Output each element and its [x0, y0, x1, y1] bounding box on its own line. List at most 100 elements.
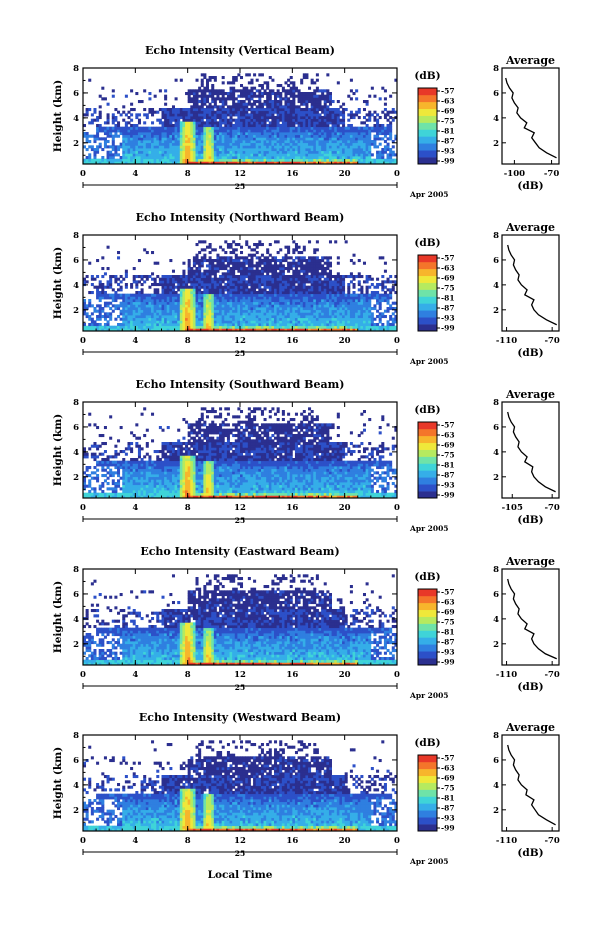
heatmap-cell [93, 150, 97, 154]
heatmap-cell [302, 264, 306, 268]
heatmap-cell [365, 137, 369, 141]
heatmap-cell [334, 291, 338, 295]
heatmap-cell [232, 81, 236, 85]
colorbar-tick-label: -69 [441, 107, 455, 116]
heatmap-cell [355, 97, 359, 101]
heatmap-cell [234, 264, 238, 268]
heatmap-cell [229, 304, 233, 308]
heatmap-cell [135, 134, 139, 138]
heatmap-cell [292, 315, 296, 319]
heatmap-cell [326, 285, 330, 289]
heatmap-cell [292, 325, 296, 329]
heatmap-cell [200, 261, 204, 265]
heatmap-cell [326, 156, 330, 160]
heatmap-cell [205, 304, 209, 308]
heatmap-cell [268, 301, 272, 305]
heatmap-cell [266, 81, 270, 85]
heatmap-cell [321, 126, 325, 130]
heatmap-cell [331, 116, 335, 120]
heatmap-cell [124, 301, 128, 305]
heatmap-cell [284, 129, 288, 133]
heatmap-cell [237, 256, 241, 260]
heatmap-cell [109, 145, 113, 149]
heatmap-cell [266, 156, 270, 160]
heatmap-cell [260, 259, 264, 263]
heatmap-cell [198, 148, 202, 152]
heatmap-cell [271, 142, 275, 146]
heatmap-cell [289, 277, 293, 281]
colorbar-tick-label: -63 [441, 97, 455, 106]
heatmap-cell [334, 113, 338, 117]
heatmap-cell [198, 100, 202, 104]
heatmap-cell [135, 296, 139, 300]
heatmap-cell [276, 118, 280, 122]
heatmap-cell [297, 92, 301, 96]
heatmap-cell [213, 158, 217, 162]
heatmap-cell [318, 320, 322, 324]
heatmap-cell [229, 148, 233, 152]
heatmap-cell [174, 317, 178, 321]
heatmap-cell [221, 277, 225, 281]
heatmap-cell [182, 315, 186, 319]
heatmap-cell [342, 110, 346, 114]
heatmap-cell [169, 156, 173, 160]
heatmap-cell [122, 142, 126, 146]
heatmap-cell [287, 285, 291, 289]
heatmap-cell [98, 129, 102, 133]
heatmap-cell [161, 121, 165, 125]
heatmap-cell [297, 132, 301, 136]
heatmap-cell [211, 291, 215, 295]
heatmap-cell [137, 304, 141, 308]
heatmap-cell [161, 304, 165, 308]
heatmap-cell [245, 94, 249, 98]
heatmap-cell [258, 94, 262, 98]
heatmap-cell [308, 309, 312, 313]
heatmap-cell [200, 307, 204, 311]
heatmap-cell [122, 118, 126, 122]
heatmap-cell [326, 296, 330, 300]
heatmap-cell [169, 293, 173, 297]
heatmap-cell [208, 92, 212, 96]
heatmap-cell [174, 277, 178, 281]
heatmap-cell [323, 124, 327, 128]
heatmap-cell [263, 323, 267, 327]
heatmap-cell [342, 283, 346, 287]
heatmap-cell [250, 137, 254, 141]
heatmap-cell [221, 259, 225, 263]
heatmap-cell [326, 315, 330, 319]
heatmap-cell [156, 153, 160, 157]
heatmap-cell [169, 317, 173, 321]
heatmap-cell [114, 118, 118, 122]
heatmap-cell [376, 150, 380, 154]
heatmap-cell [294, 309, 298, 313]
heatmap-cell [326, 256, 330, 260]
heatmap-cell [143, 161, 147, 165]
heatmap-cell [192, 137, 196, 141]
heatmap-cell [378, 132, 382, 136]
heatmap-cell [250, 288, 254, 292]
heatmap-cell [232, 320, 236, 324]
heatmap-cell [148, 323, 152, 327]
heatmap-cell [88, 317, 92, 321]
heatmap-cell [229, 129, 233, 133]
heatmap-cell [274, 100, 278, 104]
heatmap-cell [153, 325, 157, 329]
heatmap-cell [308, 304, 312, 308]
heatmap-cell [247, 129, 251, 133]
heatmap-cell [190, 129, 194, 133]
heatmap-cell [263, 150, 267, 154]
heatmap-cell [287, 113, 291, 117]
heatmap-cell [187, 89, 191, 93]
heatmap-cell [122, 132, 126, 136]
heatmap-cell [381, 158, 385, 162]
heatmap-cell [292, 113, 296, 117]
heatmap-cell [287, 124, 291, 128]
heatmap-cell [313, 325, 317, 329]
heatmap-cell [103, 140, 107, 144]
heatmap-cell [260, 118, 264, 122]
heatmap-cell [255, 283, 259, 287]
heatmap-cell [274, 275, 278, 279]
heatmap-cell [297, 134, 301, 138]
heatmap-cell [171, 153, 175, 157]
heatmap-cell [344, 140, 348, 144]
